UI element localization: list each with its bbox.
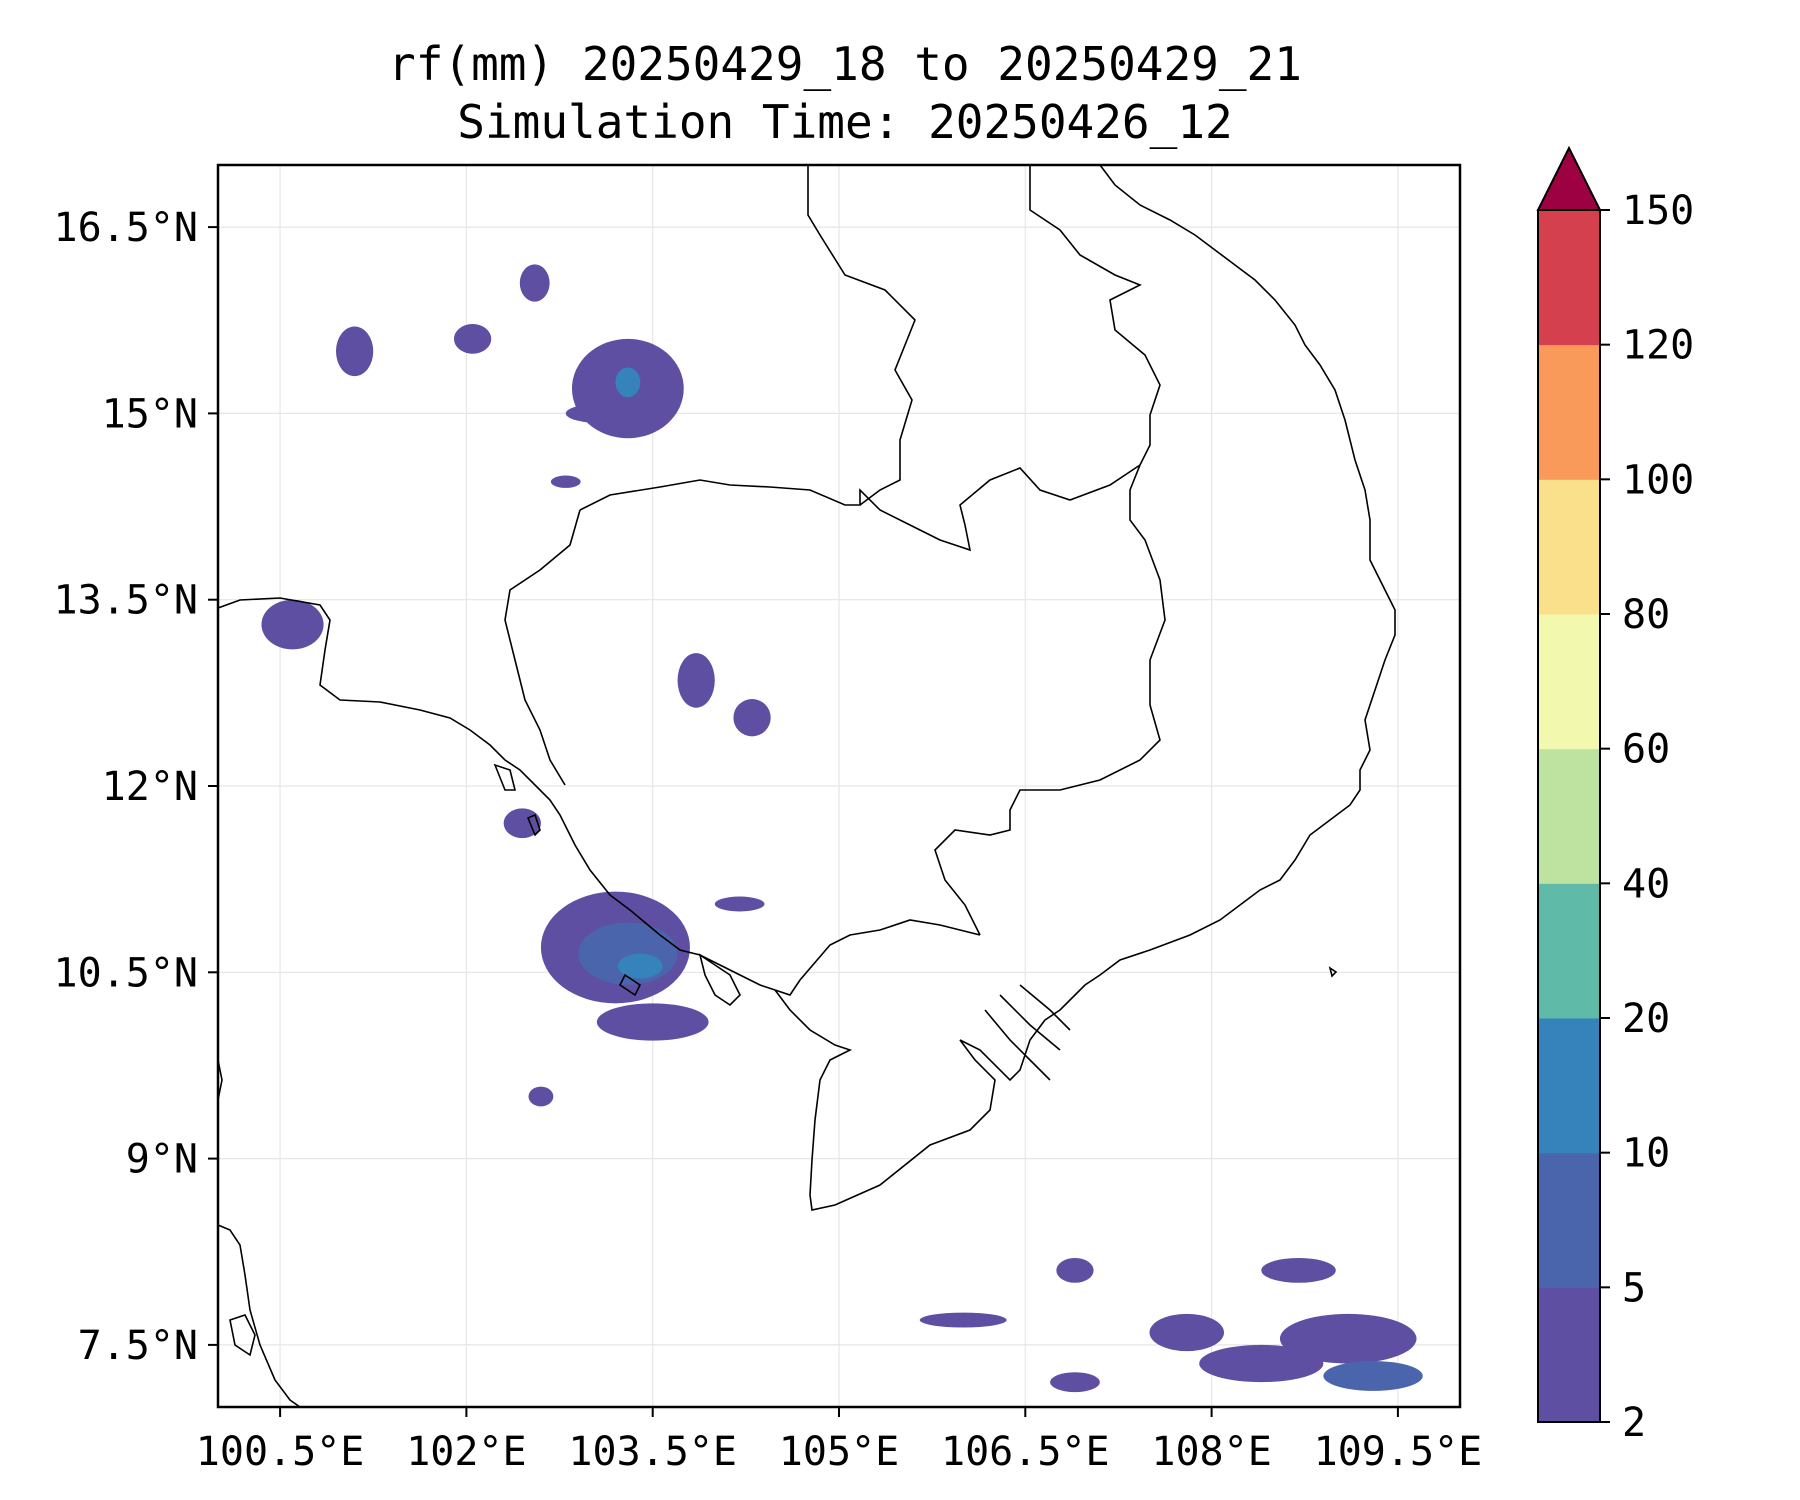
colorbar-extend-arrow [1536,145,1602,211]
colorbar-segment [1538,344,1600,480]
colorbar-tick-label: 60 [1622,727,1670,773]
x-tick-label: 106.5°E [941,1429,1110,1475]
rain-cell [617,953,663,979]
map-area [216,163,1462,1409]
rain-cell [261,599,324,650]
island-samui [229,1314,256,1357]
colorbar-segment [1538,748,1600,884]
rain-cell [1149,1313,1225,1352]
island-con-dao [1328,966,1338,978]
rain-cell [919,1312,1007,1328]
rainfall-contours [261,264,1423,1393]
rain-cell [677,653,715,708]
x-tick-label: 102°E [406,1429,526,1475]
x-tick-label: 109.5°E [1314,1429,1483,1475]
colorbar-tick-label: 20 [1622,996,1670,1042]
border-laos-vietnam [934,165,1166,936]
rain-cell [1279,1313,1417,1364]
island-koh-rong [618,973,642,997]
rain-cell [565,403,641,424]
coast-cambodia-vietnam [774,165,1396,1211]
rain-cell [335,326,374,377]
x-axis: 100.5°E 102°E 103.5°E 105°E 106.5°E 108°E 109.… [196,1407,1482,1475]
coast-thailand-west [218,597,776,991]
colorbar-segment [1538,1018,1600,1154]
y-tick-label: 12°N [102,764,198,810]
rain-cell [1199,1344,1324,1383]
colorbar-tick-label: 5 [1622,1265,1646,1311]
colorbar-segment [1538,210,1600,346]
y-tick-label: 13.5°N [54,578,199,624]
rain-cell [714,896,765,912]
y-tick-label: 9°N [126,1137,198,1183]
coast-malay-peninsula [218,1224,301,1407]
colorbar: 2 5 10 20 40 60 80 100 120 150 [1536,145,1694,1446]
rain-cell [1056,1257,1094,1283]
rain-cell [615,367,641,398]
colorbar-tick-label: 40 [1622,861,1670,907]
rain-cell [519,264,550,302]
border-cambodia-north [579,464,1141,552]
mekong-delta-channel-3 [1019,984,1071,1031]
colorbar-tick-label: 120 [1622,323,1694,369]
rain-cell [1261,1257,1336,1283]
map-title-line2: Simulation Time: 20250426_12 [457,95,1233,149]
x-tick-label: 108°E [1151,1429,1271,1475]
colorbar-tick-label: 10 [1622,1131,1670,1177]
island-kut [526,813,541,837]
y-tick-label: 7.5°N [78,1323,198,1369]
border-thailand-cambodia [504,509,581,786]
rain-cell [1323,1361,1423,1391]
y-axis: 16.5°N 15°N 13.5°N 12°N 10.5°N 9°N 7.5°N [54,205,218,1369]
rain-cell [1050,1372,1100,1393]
y-tick-label: 15°N [102,391,198,437]
rain-cell [596,1003,709,1041]
rain-cell [528,1086,554,1107]
colorbar-tick-label: 2 [1622,1400,1646,1446]
mekong-delta-channel-1 [984,1009,1051,1081]
rain-cell [733,699,771,737]
x-tick-label: 105°E [779,1429,899,1475]
colorbar-segment [1538,1152,1600,1288]
colorbar-segment [1538,883,1600,1019]
colorbar-segment [1538,1287,1600,1423]
x-tick-label: 100.5°E [196,1429,365,1475]
y-tick-label: 10.5°N [54,950,199,996]
y-tick-label: 16.5°N [54,205,199,251]
colorbar-tick-label: 150 [1622,188,1694,234]
border-laos-thailand [807,165,916,506]
border-cambodia-vietnam-south [774,919,981,996]
coast-malay-west [218,1059,223,1101]
rain-cell [550,475,581,488]
x-tick-label: 103.5°E [568,1429,737,1475]
colorbar-segment [1538,614,1600,750]
colorbar-segment [1538,479,1600,615]
colorbar-tick-label: 80 [1622,592,1670,638]
island-ko-kong [493,763,517,791]
island-phu-quoc [698,953,741,1007]
mekong-delta-channel-2 [999,994,1061,1051]
coastlines-and-borders [218,165,1396,1407]
colorbar-frame [1537,209,1601,1423]
rain-cell [453,323,492,354]
map-title-line1: rf(mm) 20250429_18 to 20250429_21 [388,37,1302,91]
colorbar-tick-label: 100 [1622,457,1694,503]
